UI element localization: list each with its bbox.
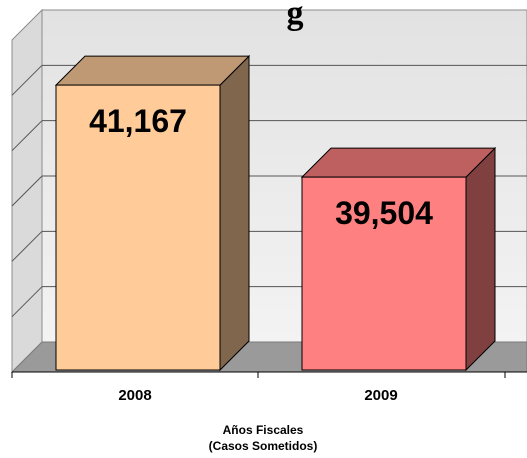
bar-2008: 41,167: [54, 54, 251, 372]
bar-front: [301, 176, 467, 371]
bar-2009: 39,504: [300, 146, 497, 372]
x-tick-label-2008: 2008: [118, 387, 151, 404]
bar-side: [219, 54, 250, 372]
bar-top: [54, 55, 251, 86]
chart-title: g: [287, 0, 304, 32]
data-label-2009: 39,504: [335, 195, 433, 231]
gridline-side: [11, 64, 43, 96]
gridline-side: [11, 286, 43, 318]
bars: 41,167 39,504: [54, 54, 497, 372]
gridline-side: [11, 175, 43, 207]
x-tick-label-2009: 2009: [364, 387, 397, 404]
bar-top: [300, 147, 497, 178]
bar-side: [465, 146, 496, 372]
x-axis-title-line-1: Años Fiscales: [223, 423, 304, 437]
x-axis-title-line-2: (Casos Sometidos): [209, 439, 318, 453]
bar-front: [55, 84, 221, 371]
data-label-2008: 41,167: [89, 103, 187, 139]
gridline-side: [11, 120, 43, 152]
gridline-side: [11, 230, 43, 262]
